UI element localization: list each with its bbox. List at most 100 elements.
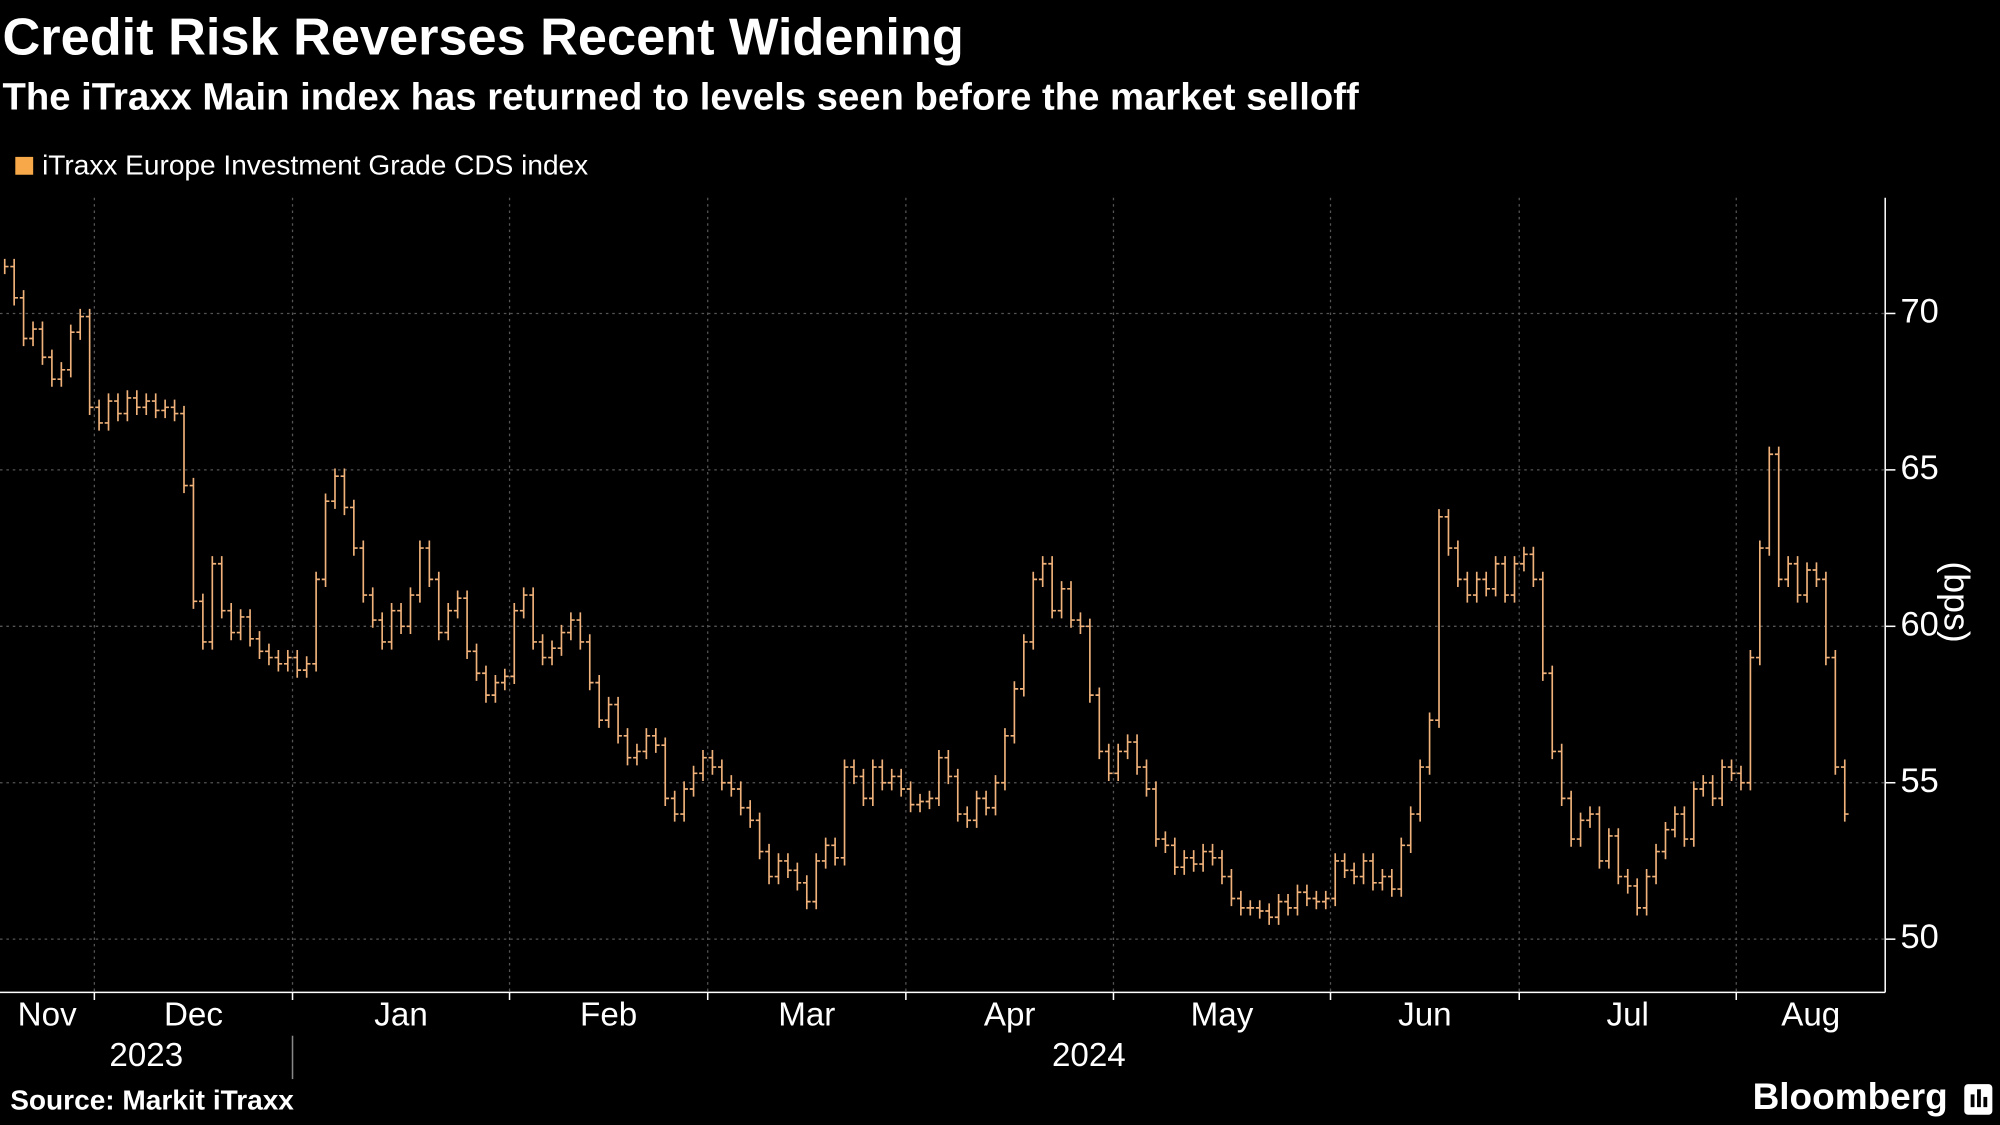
- x-tick-label: Jul: [1607, 996, 1649, 1033]
- price-bar: [963, 806, 972, 828]
- price-bar: [321, 493, 330, 588]
- price-bar: [378, 612, 386, 650]
- price-bar: [1623, 868, 1632, 894]
- price-bar: [1284, 893, 1292, 916]
- price-bar: [1312, 890, 1321, 910]
- price-bar: [283, 649, 292, 672]
- price-bar: [1529, 546, 1538, 588]
- y-tick-label: 60: [1901, 605, 1939, 643]
- price-bar: [1416, 759, 1424, 822]
- price-bar: [755, 812, 764, 860]
- price-bar: [1133, 734, 1141, 775]
- price-bar: [972, 790, 981, 828]
- price-bar: [453, 590, 462, 619]
- price-bar: [57, 362, 66, 387]
- icon-bar: [1983, 1096, 1988, 1108]
- price-bar: [1067, 581, 1075, 628]
- price-bar: [397, 603, 405, 634]
- price-bar: [1293, 884, 1302, 916]
- price-bar: [114, 393, 122, 422]
- price-bar: [680, 781, 688, 822]
- price-bar: [368, 587, 377, 628]
- price-bar: [1595, 806, 1604, 869]
- y-tick-label: 70: [1901, 293, 1939, 331]
- price-bar: [1614, 828, 1623, 885]
- price-bar: [491, 674, 500, 703]
- price-bar: [1180, 850, 1189, 875]
- price-bar: [548, 640, 556, 666]
- price-bar: [293, 649, 302, 678]
- price-bar: [406, 587, 415, 634]
- y-axis-label: (bps): [1937, 561, 1977, 642]
- y-tick-label: 50: [1901, 918, 1939, 956]
- price-bar: [633, 743, 641, 766]
- price-bar: [1727, 759, 1736, 782]
- price-bar: [812, 853, 821, 910]
- price-bar: [1491, 556, 1500, 597]
- price-bar: [29, 321, 37, 347]
- price-bar: [1350, 862, 1358, 885]
- price-bar: [217, 556, 226, 619]
- x-tick-label: Apr: [984, 996, 1036, 1033]
- price-bar: [765, 843, 773, 885]
- price-bar: [1388, 868, 1396, 897]
- price-bar: [1218, 850, 1226, 885]
- price-bar: [189, 477, 198, 609]
- brand: Bloomberg: [1753, 1076, 1948, 1117]
- price-bar: [604, 696, 613, 728]
- price-bar: [642, 728, 651, 760]
- price-bar: [557, 624, 566, 656]
- price-bar: [991, 775, 1000, 816]
- price-bar: [1208, 843, 1217, 866]
- price-bar: [1689, 781, 1698, 847]
- price-bar: [472, 643, 481, 681]
- price-bar: [161, 399, 169, 419]
- price-bar: [1303, 884, 1311, 907]
- price-bar: [1661, 822, 1670, 860]
- price-bar: [1170, 837, 1179, 875]
- price-bar: [708, 750, 717, 775]
- price-bar: [1793, 556, 1802, 603]
- icon-bar: [1970, 1094, 1975, 1108]
- price-bar: [142, 393, 151, 415]
- price-bar: [170, 399, 179, 422]
- chart-title: Credit Risk Reverses Recent Widening: [3, 9, 964, 67]
- price-bar: [132, 390, 141, 415]
- price-bar: [519, 587, 528, 619]
- x-tick-label: Mar: [778, 996, 835, 1033]
- price-bar: [793, 862, 802, 891]
- price-bar: [1425, 712, 1434, 775]
- price-bar: [1246, 900, 1255, 916]
- x-tick-label: Nov: [18, 996, 77, 1033]
- price-bar: [274, 649, 283, 672]
- price-bar: [416, 540, 424, 603]
- price-bar: [1642, 868, 1651, 916]
- price-bar: [1359, 853, 1368, 885]
- price-bar: [821, 837, 830, 869]
- price-bar: [1708, 775, 1717, 807]
- price-bar: [387, 603, 396, 650]
- price-bar: [1038, 556, 1047, 588]
- price-bar: [1746, 649, 1755, 791]
- price-bar: [19, 290, 28, 347]
- price-bar: [66, 324, 75, 378]
- price-bar: [1501, 556, 1509, 603]
- price-bar: [236, 609, 245, 641]
- price-bar: [1019, 634, 1028, 697]
- price-bar: [1397, 837, 1406, 897]
- price-bar: [1812, 562, 1821, 588]
- price-bar: [576, 612, 585, 650]
- price-bar: [3, 258, 9, 275]
- price-bar: [1822, 571, 1830, 666]
- y-tick-label: 55: [1901, 762, 1939, 800]
- price-bar: [897, 768, 905, 797]
- price-bar: [623, 728, 632, 766]
- price-bar: [255, 631, 264, 659]
- price-bar: [1227, 868, 1236, 907]
- x-tick-label: Dec: [164, 996, 223, 1033]
- price-bar: [1520, 546, 1528, 572]
- price-bar: [1718, 759, 1726, 807]
- price-bar: [76, 308, 85, 340]
